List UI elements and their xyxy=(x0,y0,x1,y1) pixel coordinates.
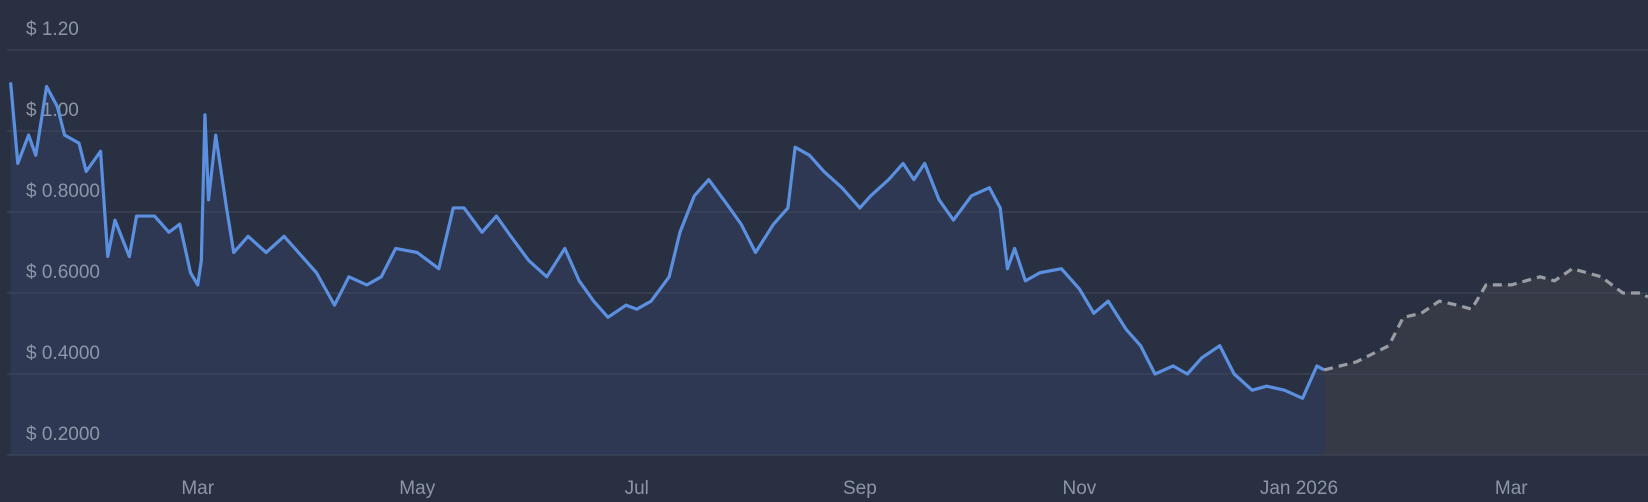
y-tick-label: $ 0.2000 xyxy=(26,424,100,445)
area-fill xyxy=(1324,268,1648,455)
area-fill xyxy=(10,82,1325,456)
y-tick-label: $ 0.4000 xyxy=(26,343,100,364)
y-tick-label: $ 1.20 xyxy=(26,19,79,40)
price-line xyxy=(9,82,1325,400)
x-tick-label: Nov xyxy=(1063,478,1097,499)
x-tick-label: Mar xyxy=(181,478,214,499)
x-tick-label: Jul xyxy=(625,478,649,499)
forecast-line xyxy=(1323,267,1648,372)
y-tick-label: $ 0.6000 xyxy=(26,262,100,283)
x-tick-label: Mar xyxy=(1495,478,1528,499)
x-tick-label: Jan 2026 xyxy=(1260,478,1338,499)
y-tick-label: $ 1.00 xyxy=(26,100,79,121)
y-tick-label: $ 0.8000 xyxy=(26,181,100,202)
x-tick-label: Sep xyxy=(843,478,877,499)
x-tick-label: May xyxy=(399,478,435,499)
